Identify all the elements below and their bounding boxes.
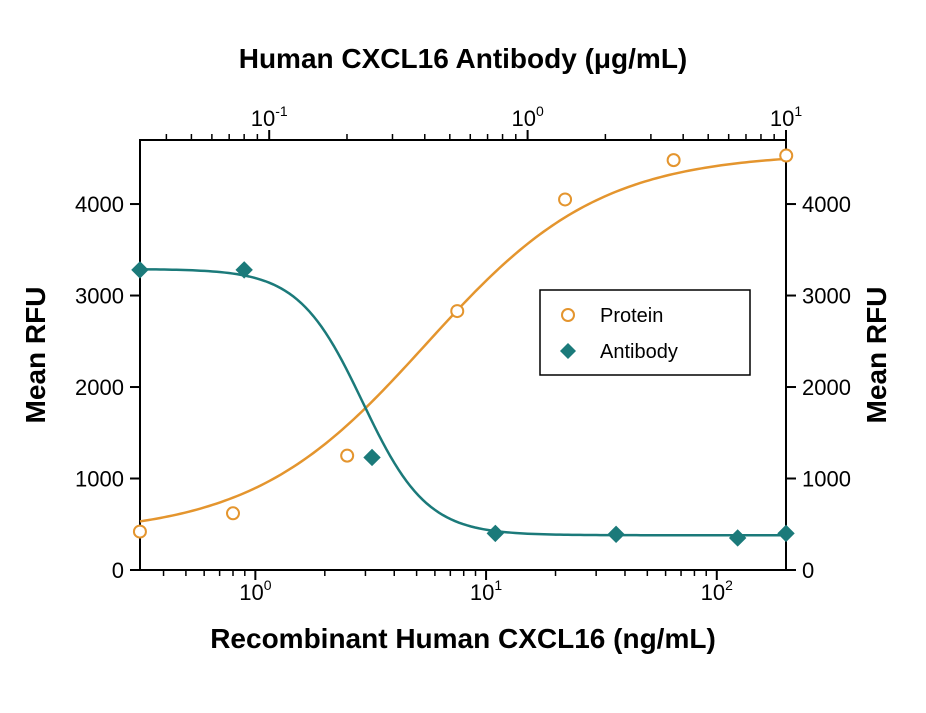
marker-antibody <box>487 525 503 541</box>
x-bottom-tick-label: 101 <box>470 577 502 605</box>
y-right-tick-label: 2000 <box>802 375 851 400</box>
legend-marker-antibody <box>560 343 576 359</box>
y-right-tick-label: 0 <box>802 558 814 583</box>
legend-label-protein: Protein <box>600 305 663 327</box>
marker-antibody <box>778 525 794 541</box>
plot-border <box>140 140 786 570</box>
x-top-title: Human CXCL16 Antibody (μg/mL) <box>239 43 688 74</box>
marker-protein <box>451 305 463 317</box>
y-right-tick-label: 4000 <box>802 192 851 217</box>
marker-protein <box>559 193 571 205</box>
marker-antibody <box>132 262 148 278</box>
marker-protein <box>341 450 353 462</box>
marker-antibody <box>364 449 380 465</box>
y-left-tick-label: 4000 <box>75 192 124 217</box>
x-bottom-title: Recombinant Human CXCL16 (ng/mL) <box>210 623 716 654</box>
y-right-tick-label: 1000 <box>802 467 851 492</box>
marker-protein <box>780 150 792 162</box>
x-bottom-tick-label: 102 <box>701 577 733 605</box>
x-top-tick-label: 101 <box>770 103 802 131</box>
y-left-tick-label: 0 <box>112 558 124 583</box>
marker-antibody <box>730 530 746 546</box>
marker-antibody <box>608 526 624 542</box>
y-left-tick-label: 2000 <box>75 375 124 400</box>
x-bottom-tick-label: 100 <box>239 577 271 605</box>
y-left-title: Mean RFU <box>20 287 51 424</box>
legend-label-antibody: Antibody <box>600 341 678 363</box>
y-left-tick-label: 3000 <box>75 284 124 309</box>
curve-protein <box>140 159 786 522</box>
y-right-tick-label: 3000 <box>802 284 851 309</box>
chart-svg: 0 1000 2000 3000 4000 Mean RFU 0 1000 2000 3000 40… <box>0 0 926 713</box>
legend-marker-protein <box>562 309 574 321</box>
y-right-title: Mean RFU <box>861 287 892 424</box>
x-top-tick-label: 10-1 <box>251 103 288 131</box>
marker-protein <box>668 154 680 166</box>
marker-protein <box>227 507 239 519</box>
chart-container: 0 1000 2000 3000 4000 Mean RFU 0 1000 2000 3000 40… <box>0 0 926 713</box>
x-top-tick-label: 100 <box>511 103 543 131</box>
y-left-tick-label: 1000 <box>75 467 124 492</box>
marker-protein <box>134 526 146 538</box>
